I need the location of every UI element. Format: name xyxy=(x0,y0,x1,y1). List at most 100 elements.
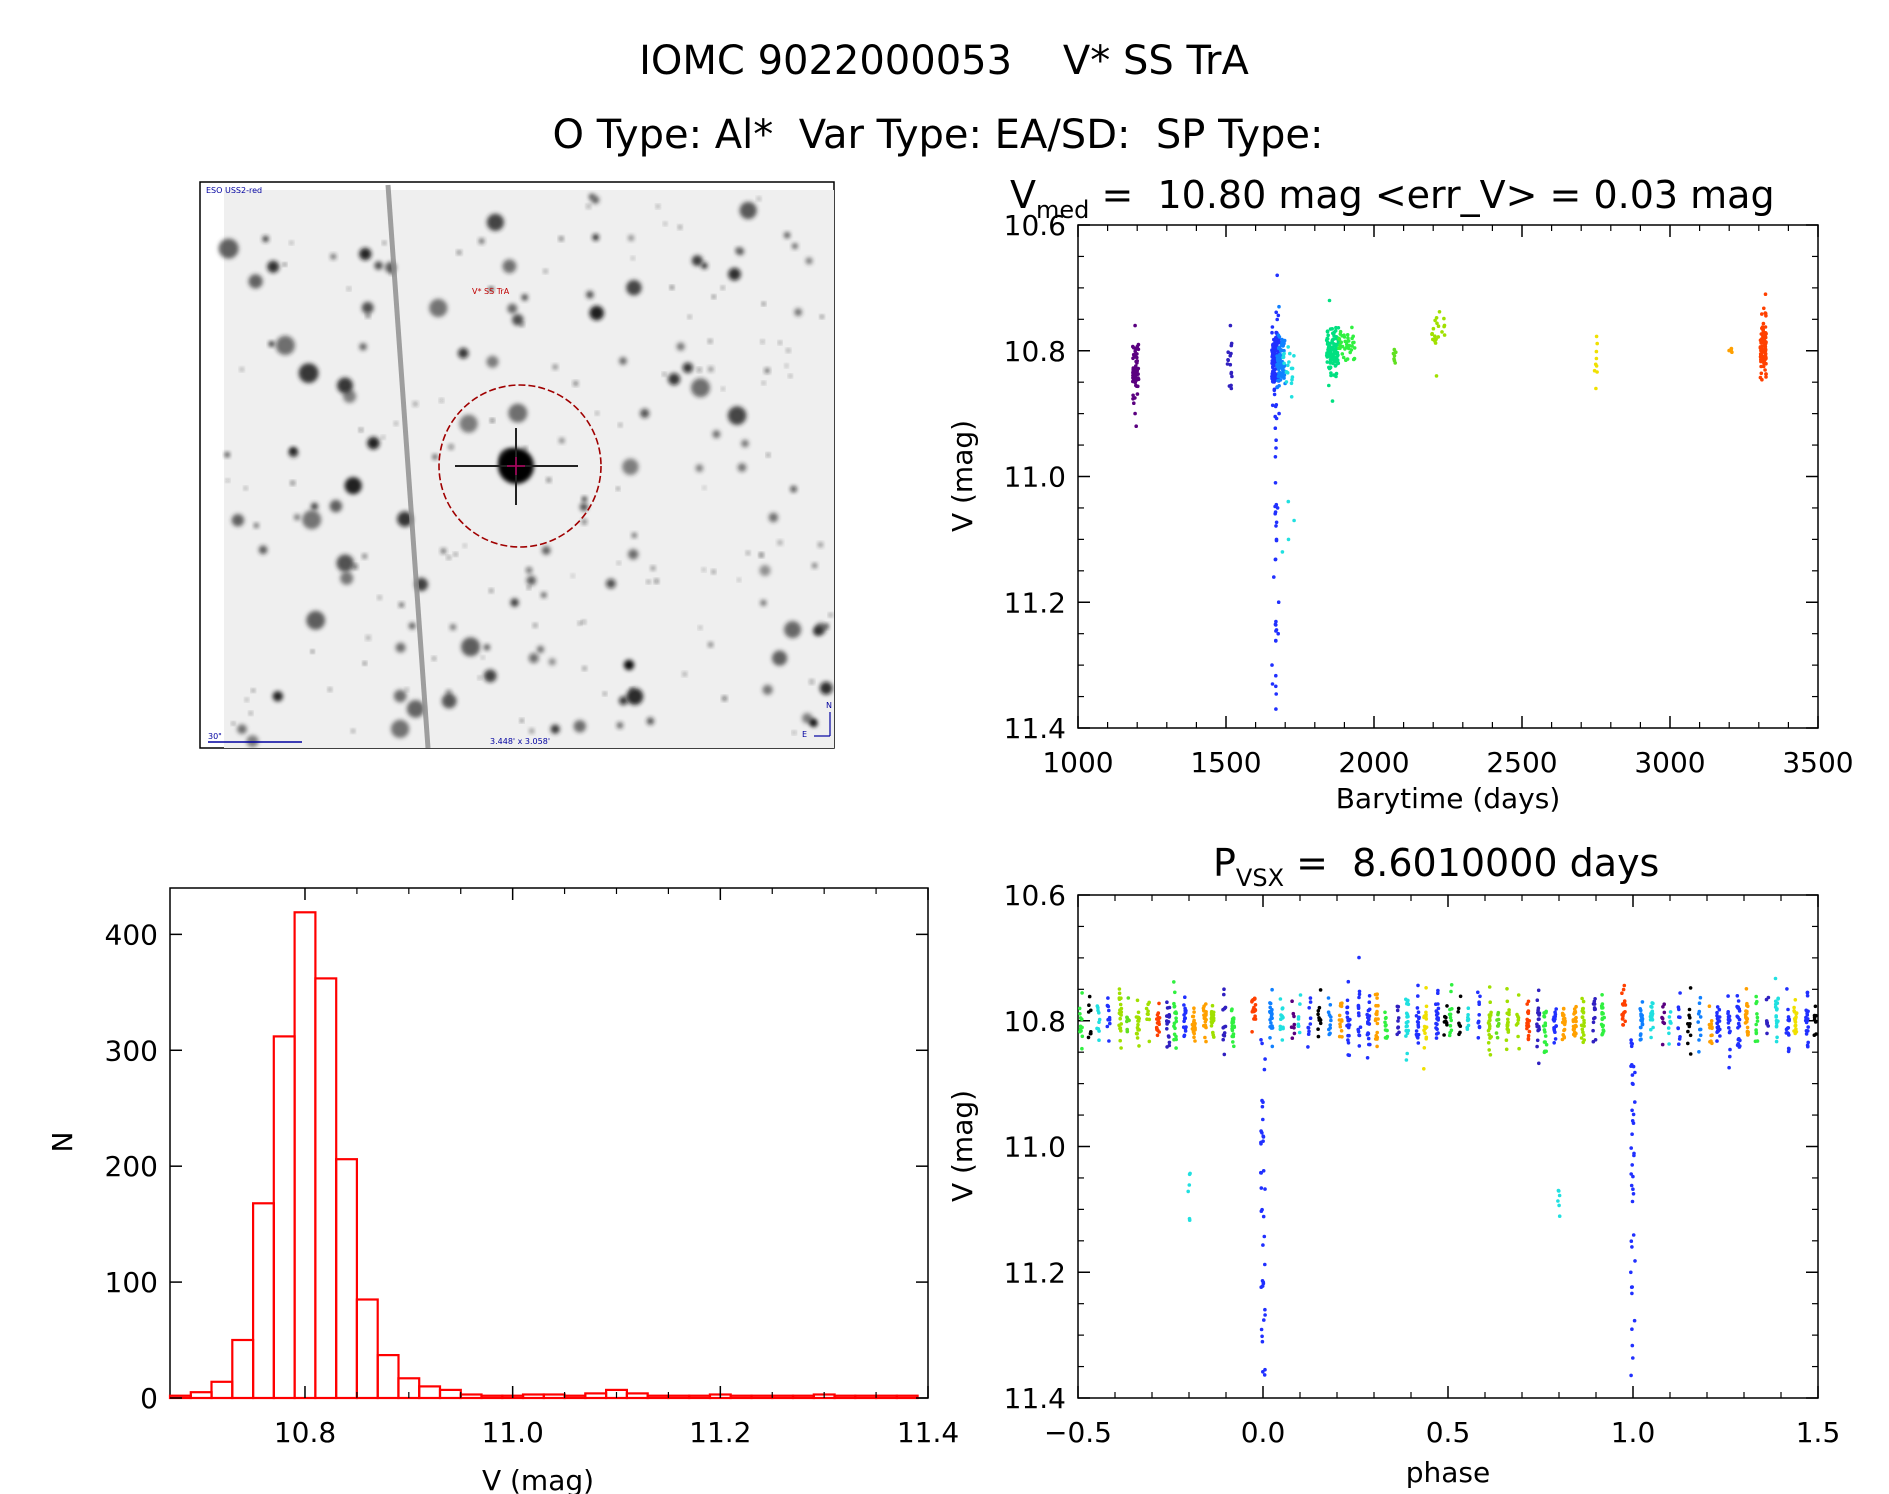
lightcurve-point xyxy=(1330,341,1334,345)
phased-point xyxy=(1754,1022,1758,1027)
finder-star xyxy=(656,204,660,208)
histogram-ylabel: N xyxy=(46,1132,79,1153)
phased-point xyxy=(1338,1022,1342,1026)
phased-point xyxy=(1630,1073,1635,1077)
phased-point xyxy=(1078,1012,1082,1016)
lightcurve-point xyxy=(1228,323,1233,328)
phased-point xyxy=(1629,1239,1634,1243)
lightcurve-point xyxy=(1286,499,1291,504)
phased-point xyxy=(1726,994,1730,998)
phased-point xyxy=(1118,1026,1123,1030)
phased-point xyxy=(1593,1015,1597,1020)
finder-star xyxy=(253,523,259,528)
histogram-bar xyxy=(189,1391,213,1400)
phased-point xyxy=(1375,1044,1379,1049)
phased-xtick-label: 0.0 xyxy=(1241,1416,1286,1449)
phased-point xyxy=(1373,992,1378,997)
finder-star xyxy=(746,551,750,555)
finder-star xyxy=(701,262,708,269)
phased-point xyxy=(1629,1146,1633,1150)
finder-star xyxy=(559,236,564,241)
lightcurve-point xyxy=(1430,332,1434,337)
lightcurve-point xyxy=(1727,348,1731,353)
phased-point xyxy=(1495,1024,1500,1028)
finder-north-label: N xyxy=(826,701,832,710)
phased-point xyxy=(1599,1004,1604,1008)
phased-point xyxy=(1221,1037,1225,1042)
lightcurve-point xyxy=(1270,330,1274,335)
lightcurve-point xyxy=(1133,380,1138,385)
lightcurve-point xyxy=(1764,361,1768,366)
lightcurve-point xyxy=(1270,355,1274,359)
phased-point xyxy=(1356,1005,1361,1009)
finder-star xyxy=(343,389,357,403)
finder-star xyxy=(712,430,721,439)
phased-point xyxy=(1416,1010,1421,1014)
lightcurve-point xyxy=(1331,337,1336,341)
phased-point xyxy=(1443,1014,1447,1019)
lightcurve-point xyxy=(1135,352,1139,356)
phased-point xyxy=(1775,1007,1779,1011)
phased-point xyxy=(1662,1010,1667,1015)
phased-point xyxy=(1395,1004,1400,1009)
phased-point xyxy=(1629,1183,1634,1188)
phased-point xyxy=(1506,1020,1510,1024)
phased-point xyxy=(1278,1024,1283,1029)
finder-star xyxy=(670,285,674,290)
phased-xtick-label: 1.0 xyxy=(1611,1416,1656,1449)
lightcurve-point xyxy=(1325,337,1330,341)
phased-point xyxy=(1298,993,1303,997)
phased-point xyxy=(1365,1056,1370,1060)
lightcurve-point xyxy=(1274,502,1279,507)
phased-point xyxy=(1222,992,1226,997)
finder-star xyxy=(829,613,833,617)
lightcurve-point xyxy=(1273,510,1278,514)
phased-point xyxy=(1715,1010,1719,1015)
finder-compass: N E xyxy=(802,701,832,739)
phased-point xyxy=(1755,1019,1760,1023)
lightcurve-point xyxy=(1134,346,1139,351)
lightcurve-point xyxy=(1273,377,1277,381)
phased-point xyxy=(1395,1008,1400,1013)
lightcurve-point xyxy=(1442,316,1446,321)
phased-point xyxy=(1476,990,1480,995)
lightcurve-ticks: 1000 1500 2000 2500 3000 3500 10.6 10.8 11.0 11.2… xyxy=(1004,209,1854,779)
phased-point xyxy=(1358,1025,1363,1029)
lightcurve-point xyxy=(1226,350,1230,355)
finder-star xyxy=(512,314,524,326)
phased-point xyxy=(1259,1142,1263,1146)
histogram-bar xyxy=(438,1388,462,1400)
phased-point xyxy=(1715,1039,1719,1043)
phased-point xyxy=(1448,1007,1452,1012)
finder-star xyxy=(381,435,385,439)
phased-point xyxy=(1727,1026,1731,1030)
lightcurve-point xyxy=(1276,338,1281,343)
phased-point xyxy=(1754,1001,1758,1006)
phased-point xyxy=(1105,1024,1110,1029)
finder-star xyxy=(777,540,783,545)
lightcurve-point xyxy=(1764,355,1768,360)
phased-point xyxy=(1593,997,1597,1001)
phased-point xyxy=(1581,999,1586,1004)
phased-point xyxy=(1367,1015,1371,1020)
finder-fov-label: 3.448' x 3.058' xyxy=(490,737,550,746)
phased-point xyxy=(1638,1033,1643,1037)
phased-point xyxy=(1126,996,1131,1000)
finder-star xyxy=(702,486,706,490)
phased-point xyxy=(1204,1039,1208,1044)
phased-point xyxy=(1687,1024,1692,1029)
phased-point xyxy=(1259,1186,1264,1190)
finder-star xyxy=(344,477,362,495)
finder-star xyxy=(618,423,622,427)
phased-point xyxy=(1486,1041,1491,1045)
lightcurve-point xyxy=(1270,376,1274,381)
phased-point xyxy=(1638,1007,1642,1011)
phased-point xyxy=(1728,1047,1732,1052)
histogram-bar xyxy=(625,1392,649,1400)
lightcurve-point xyxy=(1281,343,1285,348)
finder-star xyxy=(819,681,833,695)
lightcurve-point xyxy=(1763,368,1767,372)
histogram-bar xyxy=(521,1393,545,1400)
phased-point xyxy=(1374,1033,1378,1038)
phased-point xyxy=(1630,1132,1634,1136)
